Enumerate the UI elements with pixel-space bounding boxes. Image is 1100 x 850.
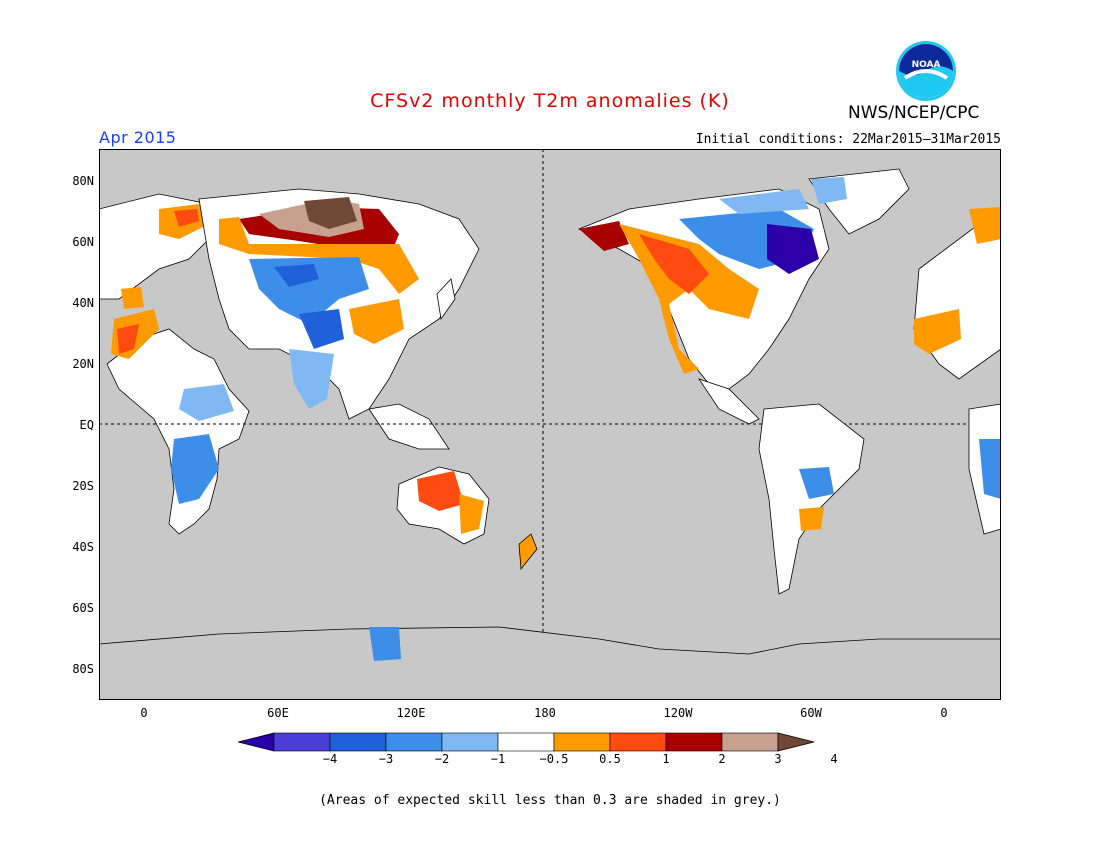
latitude-label: 20S [72,479,94,493]
latitude-label: 40N [72,296,94,310]
land-japan [436,278,456,321]
colorbar-tick-label: −3 [378,752,394,766]
latitude-label: 60S [72,601,94,615]
anom-greenland-blue [811,177,847,204]
colorbar-segment [721,732,779,752]
colorbar-segment [553,732,611,752]
latitude-label: 60N [72,235,94,249]
latitude-label: EQ [79,418,94,432]
longitude-label: 0 [940,706,948,720]
colorbar-tick-label: 0.5 [599,752,621,766]
colorbar-segment [385,732,443,752]
organization-label: NWS/NCEP/CPC [848,103,980,123]
colorbar-tick-label: −4 [322,752,338,766]
colorbar-tick-label: 1 [662,752,670,766]
forecast-month: Apr 2015 [99,128,177,147]
skill-note: (Areas of expected skill less than 0.3 a… [319,793,781,808]
anom-nafrica-red [117,324,139,354]
anom-argentina-orange [799,507,824,531]
land-se-asia [368,403,450,450]
longitude-label: 120E [396,706,426,720]
anom-nafrica-right-orange [914,309,961,354]
anom-india-blue [289,349,334,409]
colorbar-segment [497,732,555,752]
anom-alaska-darkred [579,221,629,251]
initial-conditions: Initial conditions: 22Mar2015–31Mar2015 [695,132,1001,147]
anom-scandinavia-red [174,209,199,227]
land-antarctica [99,626,1001,700]
anomaly-map [99,149,1001,700]
colorbar-tick-label: 3 [774,752,782,766]
anom-brazil-blue [799,467,834,499]
anom-siberia-brown [304,197,357,229]
colorbar-tick-label: 4 [830,752,838,766]
anom-canada-lightblue [719,189,809,214]
land-south-america [758,403,865,595]
colorbar-tick-label: −0.5 [539,752,569,766]
anom-africa-blue [171,434,219,504]
land-central-america [698,378,760,425]
land-africa [106,328,250,535]
colorbar-arrow-low [238,732,275,752]
colorbar-tick-label: −1 [490,752,506,766]
colorbar-tick-label: −2 [434,752,450,766]
colorbar-segment [273,732,331,752]
anom-west-us-red [639,234,709,294]
anom-africa-blue2 [179,384,234,421]
anom-central-asia-dark [274,264,319,287]
colorbar-segment [609,732,667,752]
noaa-logo: NOAA [896,41,956,101]
longitude-label: 120W [663,706,693,720]
anom-australia-orange [459,494,484,534]
latitude-label: 80N [72,174,94,188]
anom-africa-right-blue [979,439,1001,499]
logo-text: NOAA [912,60,941,70]
anom-central-asia-blue [249,257,369,324]
land-new-zealand [518,533,538,571]
longitude-label: 0 [140,706,148,720]
latitude-label: 80S [72,662,94,676]
anom-tibet-blue [299,309,344,349]
latitude-label: 40S [72,540,94,554]
map-title: CFSv2 monthly T2m anomalies (K) [370,90,730,112]
latitude-label: 20N [72,357,94,371]
anom-australia-red [417,471,464,511]
longitude-label: 60W [800,706,822,720]
longitude-label: 60E [267,706,289,720]
anom-eurasia-orange [219,217,419,294]
anom-antarctica-blue [369,627,401,661]
anom-quebec-darkblue [767,224,819,274]
colorbar-segment [329,732,387,752]
colorbar [238,732,815,752]
anom-iberia-orange [121,287,144,309]
anom-china-orange [349,299,404,344]
colorbar-arrow-high [777,732,815,752]
colorbar-segment [441,732,499,752]
colorbar-segment [665,732,723,752]
colorbar-tick-label: 2 [718,752,726,766]
longitude-label: 180 [534,706,556,720]
anom-scand-right-orange [969,207,1001,244]
anom-west-us-orange [619,224,759,374]
